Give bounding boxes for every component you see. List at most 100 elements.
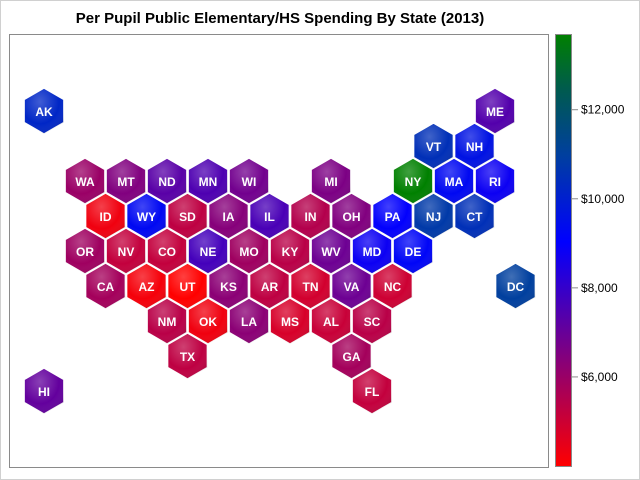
state-label: MS (281, 315, 299, 329)
hex-shading (65, 158, 105, 204)
hex-shading (290, 263, 331, 309)
state-tile-az[interactable]: AZ (125, 262, 168, 310)
state-tile-nv[interactable]: NV (105, 227, 147, 275)
state-label: WA (75, 175, 95, 189)
state-tile-mt[interactable]: MT (105, 157, 147, 205)
state-label: OK (199, 315, 217, 329)
state-tile-wi[interactable]: WI (228, 157, 270, 205)
state-tile-ky[interactable]: KY (269, 227, 311, 275)
state-tile-de[interactable]: DE (392, 227, 434, 275)
plot-area (9, 34, 549, 468)
state-tile-nc[interactable]: NC (371, 262, 414, 310)
hex-shading (126, 263, 167, 309)
hex-shading (147, 158, 187, 204)
state-label: IA (223, 210, 235, 224)
state-tile-ny[interactable]: NY (392, 157, 434, 205)
hex-shading (229, 158, 269, 204)
hex-shading (188, 228, 228, 274)
state-tile-ct[interactable]: CT (453, 192, 496, 240)
hex-shading (85, 193, 126, 239)
state-tile-oh[interactable]: OH (330, 192, 373, 240)
hex-shading (249, 193, 290, 239)
state-tile-tx[interactable]: TX (166, 332, 209, 380)
state-tile-nj[interactable]: NJ (412, 192, 455, 240)
state-tile-il[interactable]: IL (248, 192, 291, 240)
state-tile-or[interactable]: OR (64, 227, 106, 275)
state-tile-va[interactable]: VA (330, 262, 373, 310)
state-tile-fl[interactable]: FL (351, 367, 393, 415)
state-label: SC (364, 315, 381, 329)
hex-shading (475, 158, 515, 204)
hex-shading (229, 228, 269, 274)
state-label: ME (486, 105, 504, 119)
state-label: MI (324, 175, 337, 189)
state-label: ID (100, 210, 112, 224)
state-tile-ne[interactable]: NE (187, 227, 229, 275)
state-label: WV (321, 245, 340, 259)
hex-shading (331, 193, 372, 239)
state-tile-in[interactable]: IN (289, 192, 332, 240)
colorbar-tick-label: $8,000 (581, 281, 618, 295)
state-label: AK (35, 105, 53, 119)
hex-shading (393, 228, 433, 274)
state-tile-la[interactable]: LA (228, 297, 270, 345)
hex-shading (106, 228, 146, 274)
state-label: TX (180, 350, 195, 364)
state-label: UT (180, 280, 197, 294)
hex-shading (311, 158, 351, 204)
state-tile-ak[interactable]: AK (23, 87, 65, 135)
state-label: ND (158, 175, 176, 189)
hex-shading (208, 263, 249, 309)
state-label: CA (97, 280, 115, 294)
hex-shading (270, 228, 310, 274)
hex-shading (229, 298, 269, 344)
state-label: CO (158, 245, 176, 259)
state-tile-mo[interactable]: MO (228, 227, 270, 275)
state-tile-dc[interactable]: DC (494, 262, 537, 310)
state-tile-vt[interactable]: VT (412, 122, 455, 170)
hex-shading (147, 298, 187, 344)
state-tile-ia[interactable]: IA (207, 192, 250, 240)
state-tile-mi[interactable]: MI (310, 157, 352, 205)
state-label: NM (158, 315, 177, 329)
hex-shading (147, 228, 187, 274)
state-tile-al[interactable]: AL (310, 297, 352, 345)
state-tile-ms[interactable]: MS (269, 297, 311, 345)
colorbar-legend: $6,000 $8,000 $10,000 $12,000 (555, 34, 625, 467)
state-tile-tn[interactable]: TN (289, 262, 332, 310)
state-label: DC (507, 280, 525, 294)
hex-shading (126, 193, 167, 239)
hex-shading (372, 193, 413, 239)
state-tile-md[interactable]: MD (351, 227, 393, 275)
state-label: DE (405, 245, 422, 259)
state-tile-ma[interactable]: MA (433, 157, 475, 205)
hex-shading (270, 298, 310, 344)
state-label: NC (384, 280, 402, 294)
hex-shading (24, 88, 64, 134)
state-tile-me[interactable]: ME (474, 87, 516, 135)
state-label: KS (220, 280, 237, 294)
state-label: IN (305, 210, 317, 224)
hex-shading (167, 193, 208, 239)
state-label: PA (385, 210, 401, 224)
hex-shading (311, 228, 351, 274)
state-tile-ar[interactable]: AR (248, 262, 291, 310)
state-label: GA (343, 350, 361, 364)
hex-shading (208, 193, 249, 239)
hex-shading (311, 298, 351, 344)
state-label: TN (303, 280, 319, 294)
state-label: MD (363, 245, 382, 259)
state-label: OR (76, 245, 94, 259)
state-tile-wy[interactable]: WY (125, 192, 168, 240)
state-tile-ut[interactable]: UT (166, 262, 209, 310)
state-label: VT (426, 140, 442, 154)
state-tile-co[interactable]: CO (146, 227, 188, 275)
state-tile-hi[interactable]: HI (23, 367, 65, 415)
state-label: WY (137, 210, 156, 224)
state-tile-ca[interactable]: CA (84, 262, 127, 310)
state-tile-sc[interactable]: SC (351, 297, 393, 345)
state-tile-id[interactable]: ID (84, 192, 127, 240)
state-label: NY (405, 175, 422, 189)
hex-shading (475, 88, 515, 134)
